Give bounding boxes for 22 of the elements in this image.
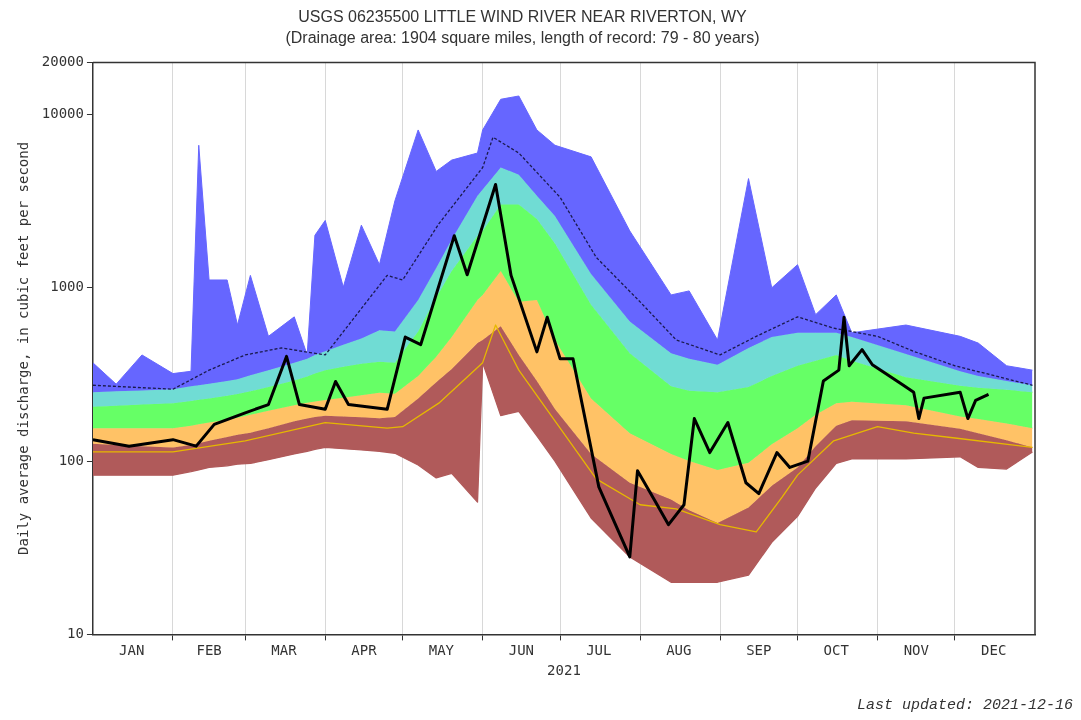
x-tick-label: MAR: [271, 642, 298, 659]
chart-subtitle: (Drainage area: 1904 square miles, length of record: 79 - 80 years): [285, 29, 760, 47]
x-tick-label: NOV: [903, 642, 930, 659]
y-tick-label: 20000: [41, 53, 84, 70]
x-tick-label: JUL: [586, 642, 612, 659]
x-tick-label: AUG: [666, 642, 692, 659]
y-axis-title: Daily average discharge, in cubic feet per second: [15, 141, 32, 555]
chart-title: USGS 06235500 LITTLE WIND RIVER NEAR RIVERTON, WY: [298, 8, 748, 26]
x-tick-label: MAY: [428, 642, 455, 659]
x-tick-label: JUN: [508, 642, 535, 659]
y-tick-label: 100: [58, 451, 84, 468]
y-tick-label: 10000: [41, 105, 84, 122]
x-axis-title: 2021: [547, 662, 581, 679]
y-tick-label: 1000: [50, 278, 84, 295]
x-tick-label: SEP: [746, 642, 772, 659]
x-tick-label: OCT: [823, 642, 850, 659]
text: Last updated: 2021-12-16: [856, 697, 1073, 714]
x-tick-label: JAN: [119, 642, 145, 659]
x-tick-label: APR: [351, 642, 378, 659]
x-tick-label: DEC: [981, 642, 1007, 659]
x-tick-label: FEB: [196, 642, 222, 659]
y-tick-label: 10: [67, 625, 84, 642]
